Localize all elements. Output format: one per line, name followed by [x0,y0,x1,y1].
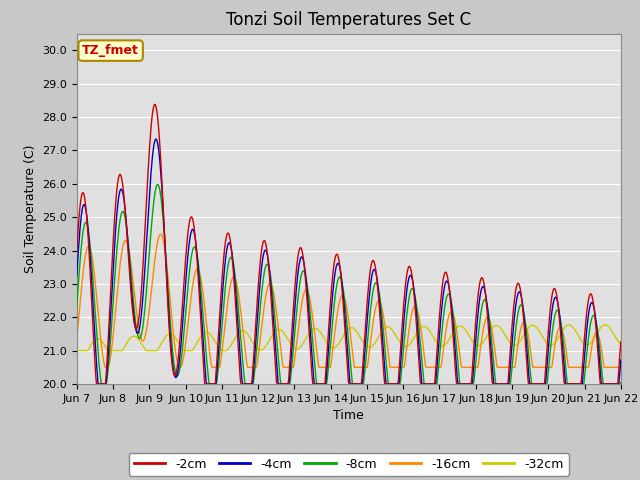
X-axis label: Time: Time [333,409,364,422]
Text: TZ_fmet: TZ_fmet [82,44,139,57]
Title: Tonzi Soil Temperatures Set C: Tonzi Soil Temperatures Set C [226,11,472,29]
Legend: -2cm, -4cm, -8cm, -16cm, -32cm: -2cm, -4cm, -8cm, -16cm, -32cm [129,453,568,476]
Y-axis label: Soil Temperature (C): Soil Temperature (C) [24,144,36,273]
